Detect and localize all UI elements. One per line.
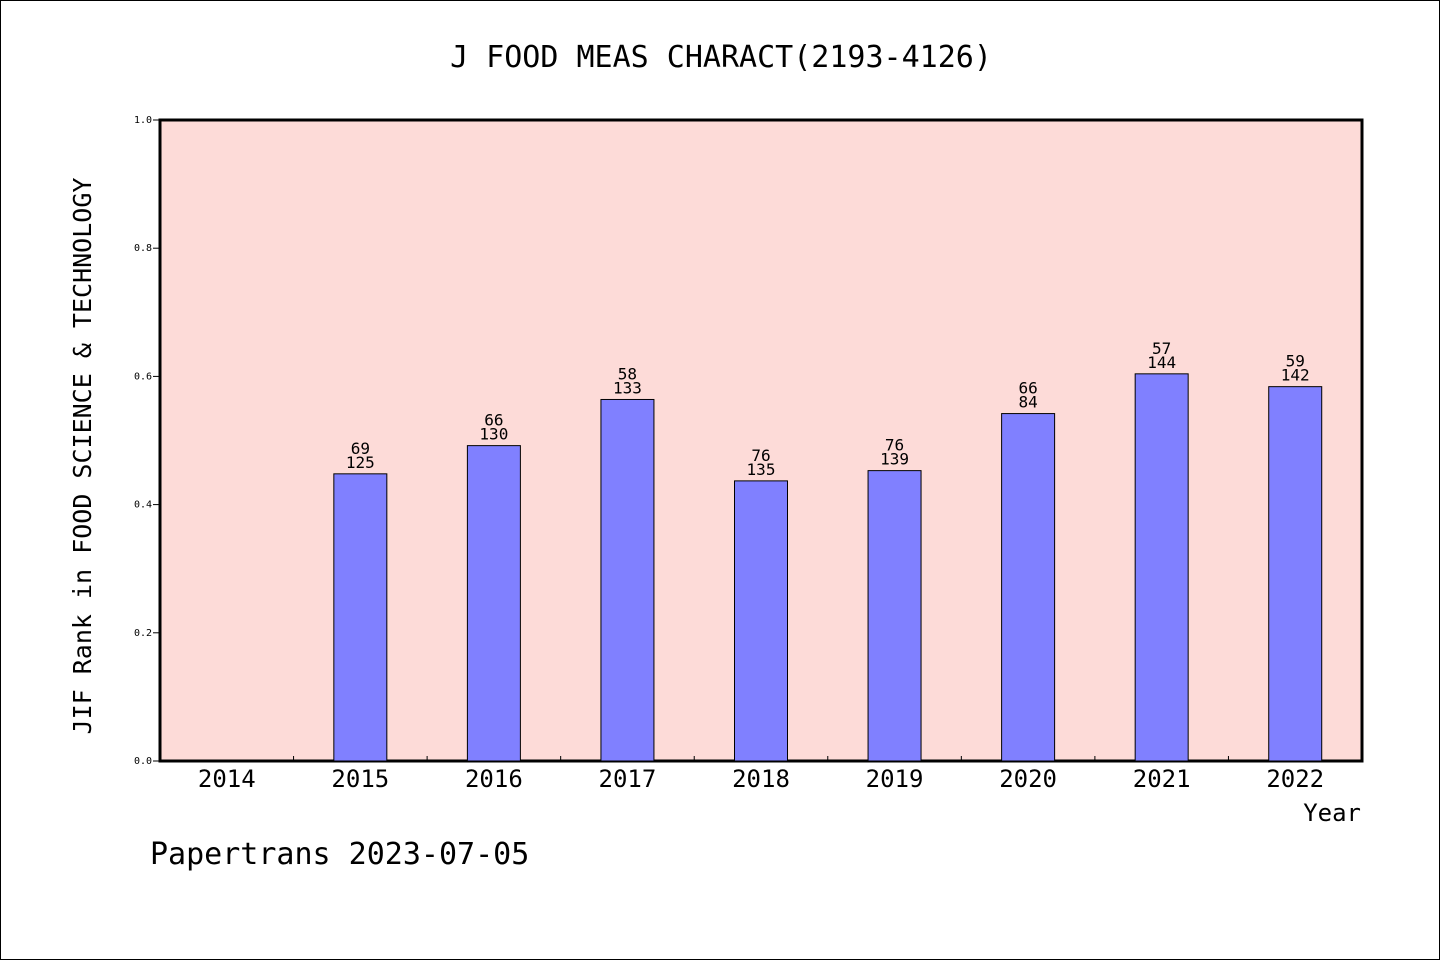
bar-2018 <box>734 480 788 762</box>
x-tick-label: 2021 <box>1133 765 1191 793</box>
bar-rank-label: 57 <box>1152 339 1171 358</box>
x-axis: 2014 2015 2016 2017 2018 2019 2020 2021 2022 <box>198 756 1324 793</box>
bar-rank-label: 66 <box>1018 379 1037 398</box>
y-tick-label: 0.0 <box>134 756 152 767</box>
bar-rank-label: 69 <box>351 439 370 458</box>
bar-total-label: 125 <box>346 453 375 472</box>
bar-total-label: 133 <box>613 378 642 397</box>
bar-rank-label: 76 <box>885 436 904 455</box>
y-axis-label: JIF Rank in FOOD SCIENCE & TECHNOLOGY <box>68 178 97 735</box>
x-tick-label: 2015 <box>331 765 389 793</box>
bar-total-label: 139 <box>880 450 909 469</box>
bar-series <box>333 373 1323 762</box>
bar-rank-label: 76 <box>751 446 770 465</box>
y-tick-label: 0.8 <box>134 243 152 254</box>
x-tick-label: 2018 <box>732 765 790 793</box>
y-tick-label: 0.2 <box>134 628 152 639</box>
bar-2017 <box>600 398 655 762</box>
x-axis-label: Year <box>1303 799 1361 827</box>
x-tick-label: 2019 <box>866 765 924 793</box>
bar-total-label: 84 <box>1018 393 1037 412</box>
bar-2022 <box>1268 386 1323 762</box>
bar-total-label: 142 <box>1281 366 1310 385</box>
bar-rank-label: 58 <box>618 364 637 383</box>
x-tick-label: 2022 <box>1266 765 1324 793</box>
chart-title: J FOOD MEAS CHARACT(2193-4126) <box>450 40 992 75</box>
x-tick-label: 2020 <box>999 765 1057 793</box>
bar-2019 <box>867 470 922 762</box>
bar-total-label: 144 <box>1147 353 1176 372</box>
x-tick-label: 2014 <box>198 765 256 793</box>
y-tick-label: 1.0 <box>134 115 152 126</box>
bar-2016 <box>466 445 521 762</box>
bar-total-label: 130 <box>479 425 508 444</box>
bar-rank-label: 66 <box>484 411 503 430</box>
bar-2021 <box>1134 373 1189 762</box>
x-tick-label: 2016 <box>465 765 523 793</box>
x-tick-label: 2017 <box>599 765 657 793</box>
y-tick-label: 0.6 <box>134 371 152 382</box>
bar-2020 <box>1001 413 1056 762</box>
bar-rank-label: 59 <box>1286 352 1305 371</box>
footer-credit: Papertrans 2023-07-05 <box>150 837 529 872</box>
bar-total-label: 135 <box>747 460 776 479</box>
bar-2015 <box>333 473 388 762</box>
y-axis: 0.0 0.2 0.4 0.6 0.8 1.0 <box>134 115 160 767</box>
y-tick-label: 0.4 <box>134 500 152 511</box>
